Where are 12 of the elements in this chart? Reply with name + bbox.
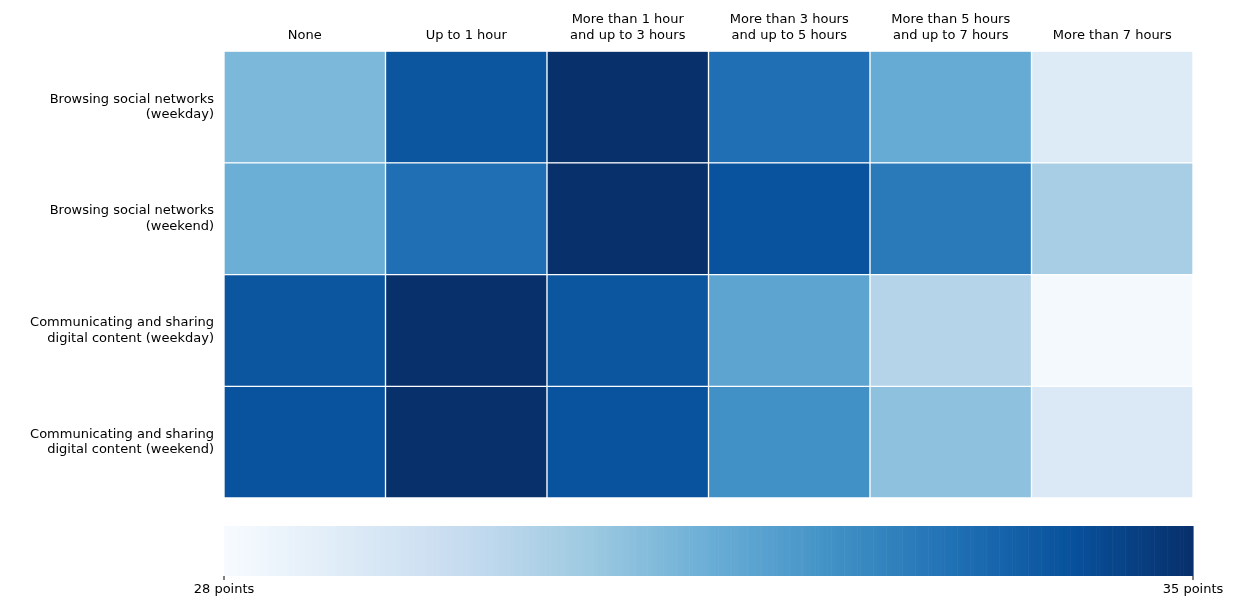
y-tick-label: Browsing social networks (weekend) <box>49 202 215 233</box>
y-tick-label: Browsing social networks (weekday) <box>49 90 215 122</box>
x-tick-label: Up to 1 hour <box>425 26 508 42</box>
y-tick-label: Communicating and sharing digital content (weekend) <box>30 425 214 457</box>
x-tick-label: More than 1 hour and up to 3 hours <box>570 11 686 42</box>
x-tick-label: None <box>287 26 322 42</box>
y-tick-label: Communicating and sharing digital content (weekday) <box>30 314 214 345</box>
x-tick-label: More than 3 hours and up to 5 hours <box>729 11 849 42</box>
x-tick-label: More than 7 hours <box>1052 26 1172 42</box>
color-bar-label: 35 points <box>1162 580 1224 596</box>
x-tick-label: More than 5 hours and up to 7 hours <box>891 11 1011 42</box>
color-bar-label: 28 points <box>193 580 255 596</box>
